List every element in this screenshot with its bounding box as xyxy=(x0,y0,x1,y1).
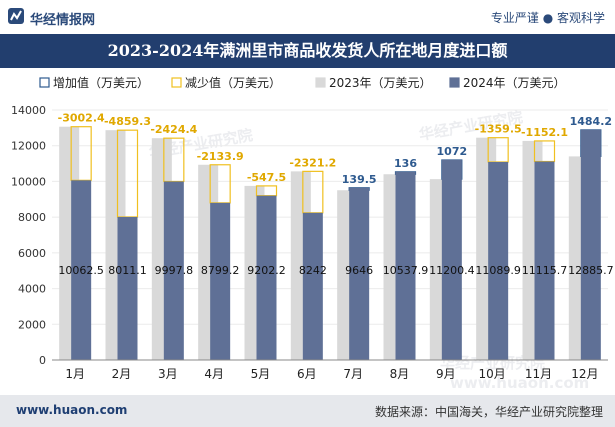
logo-icon xyxy=(8,8,24,24)
bar-2024 xyxy=(441,159,462,360)
watermark: 华经产业研究院 xyxy=(440,354,545,372)
value-label-2024: 12885.7 xyxy=(568,264,614,277)
y-tick-label: 14000 xyxy=(11,104,46,117)
y-tick-label: 10000 xyxy=(11,175,46,188)
value-label-2024: 11089.9 xyxy=(475,264,521,277)
footer: www.huaon.com 数据来源：中国海关，华经产业研究院整理 xyxy=(0,395,615,427)
data-source: 数据来源：中国海关，华经产业研究院整理 xyxy=(374,405,603,419)
bar-2024 xyxy=(395,171,416,360)
value-label-2024: 11200.4 xyxy=(429,264,475,277)
x-tick-label: 7月 xyxy=(343,367,363,381)
x-tick-label: 11月 xyxy=(525,367,552,381)
x-tick-label: 10月 xyxy=(479,367,506,381)
bar-2024 xyxy=(580,129,601,360)
change-label: -547.5 xyxy=(247,171,286,184)
change-label: 1484.2 xyxy=(570,115,612,128)
watermark: www.huaon.com xyxy=(450,374,589,392)
x-tick-label: 8月 xyxy=(390,367,410,381)
bar-2024 xyxy=(117,216,138,360)
bar-2024 xyxy=(349,187,370,360)
top-bar: 华经情报网 专业严谨 ● 客观科学 xyxy=(0,0,615,34)
tagline: 专业严谨 ● 客观科学 xyxy=(490,11,605,25)
y-tick-label: 2000 xyxy=(18,318,46,331)
change-label: -2321.2 xyxy=(289,156,336,169)
change-label: -1359.5 xyxy=(475,123,522,136)
value-label-2024: 11115.7 xyxy=(522,264,568,277)
change-label: 1072 xyxy=(437,145,468,158)
value-label-2024: 9997.8 xyxy=(155,264,194,277)
y-tick-label: 6000 xyxy=(18,247,46,260)
y-tick-label: 8000 xyxy=(18,211,46,224)
legend-swatch xyxy=(39,77,50,88)
chart-title: 2023-2024年满洲里市商品收发货人所在地月度进口额 xyxy=(107,41,508,60)
legend-label: 2024年（万美元） xyxy=(463,76,566,90)
value-label-2024: 8799.2 xyxy=(201,264,240,277)
y-tick-label: 4000 xyxy=(18,283,46,296)
value-label-2024: 10537.9 xyxy=(383,264,429,277)
value-label-2024: 9202.2 xyxy=(247,264,286,277)
change-label: 136 xyxy=(394,157,417,170)
x-tick-label: 9月 xyxy=(436,367,456,381)
y-tick-label: 12000 xyxy=(11,140,46,153)
legend-label: 增加值（万美元） xyxy=(53,75,149,90)
bar-2024 xyxy=(71,180,92,360)
bar-2024 xyxy=(488,161,509,360)
data-labels: -3002.4 10062.5 -4859.3 8011.1 -2424.4 9997.8… xyxy=(58,112,614,277)
change-label: -3002.4 xyxy=(58,112,105,125)
decrease-box xyxy=(487,137,509,163)
bar-2024 xyxy=(256,195,277,360)
x-axis: 1月 2月 3月 4月 5月 6月 7月 8月 9月 10月 11月 12月 xyxy=(52,359,608,381)
legend-swatch xyxy=(315,77,326,88)
value-label-2024: 8011.1 xyxy=(108,264,147,277)
bar-2024 xyxy=(534,161,555,360)
value-label-2024: 8242 xyxy=(299,264,327,277)
legend-swatch xyxy=(449,77,460,88)
x-tick-label: 4月 xyxy=(204,367,224,381)
value-label-2024: 9646 xyxy=(345,264,373,277)
change-label: -4859.3 xyxy=(104,115,151,128)
y-tick-label: 0 xyxy=(39,354,46,367)
x-tick-label: 1月 xyxy=(65,367,85,381)
x-tick-label: 12月 xyxy=(571,367,598,381)
x-tick-label: 2月 xyxy=(112,367,132,381)
change-label: -2424.4 xyxy=(150,123,197,136)
legend-swatch xyxy=(171,77,182,88)
value-label-2024: 10062.5 xyxy=(58,264,104,277)
legend-label: 2023年（万美元） xyxy=(329,76,432,90)
title-bar: 2023-2024年满洲里市商品收发货人所在地月度进口额 xyxy=(0,34,615,68)
brand-name: 华经情报网 xyxy=(30,13,96,28)
x-tick-label: 3月 xyxy=(158,367,178,381)
bars xyxy=(59,126,602,360)
change-label: -1152.1 xyxy=(521,126,568,139)
legend: 增加值（万美元） 减少值（万美元） 2023年（万美元） 2024年（万美元） xyxy=(39,75,566,90)
website-link[interactable]: www.huaon.com xyxy=(16,403,128,417)
bar-2024 xyxy=(210,202,231,360)
legend-label: 减少值（万美元） xyxy=(185,75,281,90)
change-label: -2133.9 xyxy=(197,150,244,163)
bar-2024 xyxy=(302,212,323,360)
change-label: 139.5 xyxy=(342,173,377,186)
x-tick-label: 6月 xyxy=(297,367,317,381)
bar-2024 xyxy=(163,181,184,360)
x-tick-label: 5月 xyxy=(251,367,271,381)
